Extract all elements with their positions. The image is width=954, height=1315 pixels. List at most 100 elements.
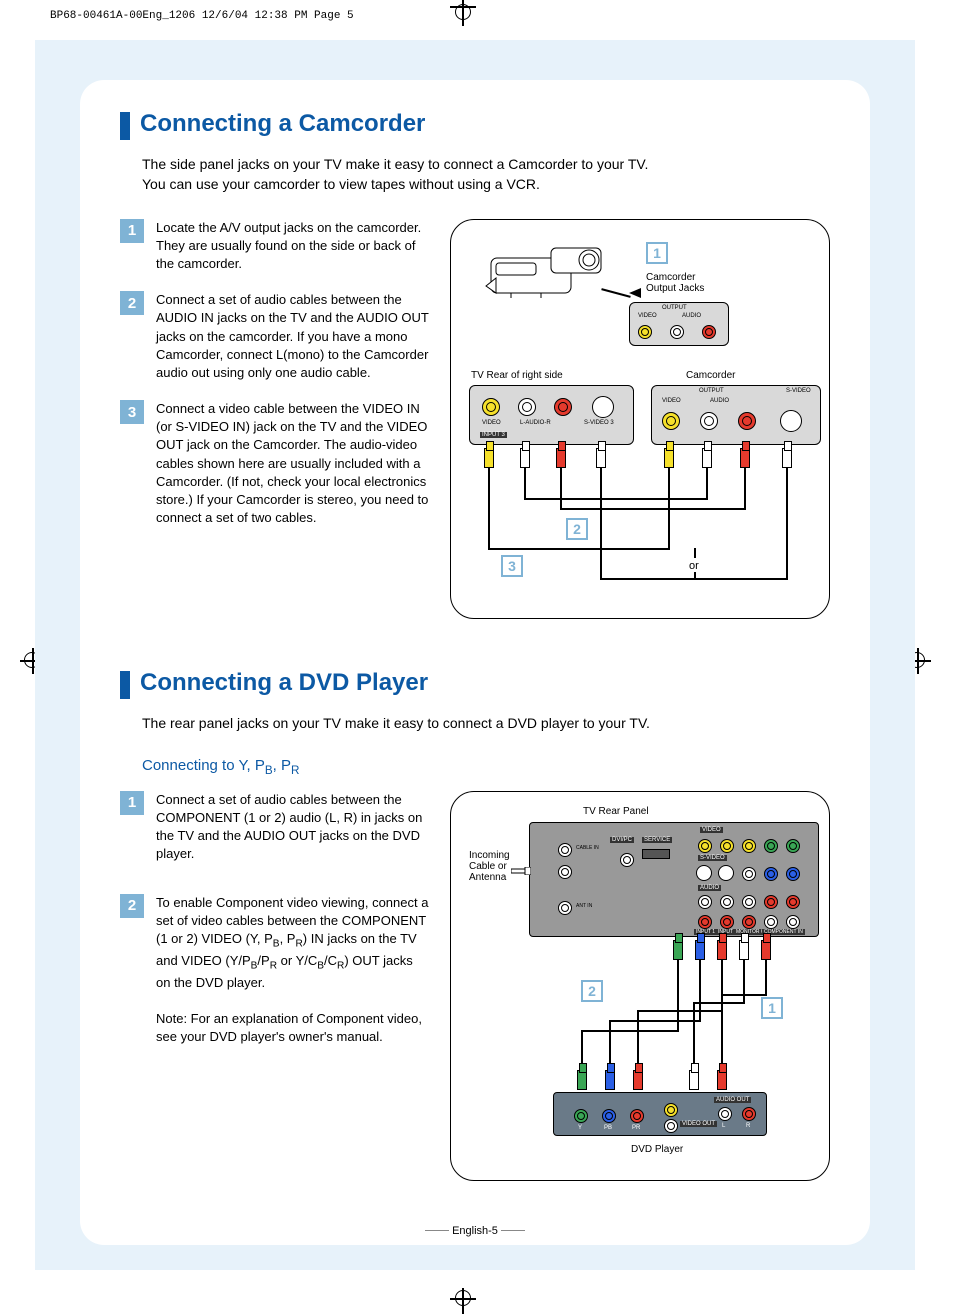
jack-y-out [574,1109,588,1123]
jack-y [764,839,778,853]
plug-red [717,940,727,960]
plug-green [577,1070,587,1090]
tv-rear-panel: CABLE IN ANT IN DVI/PC SERVICE VIDEO [529,822,819,937]
wire [693,1002,695,1070]
cable-stub-icon [511,862,531,870]
jack-pr [764,895,778,909]
jack-pb-out [602,1109,616,1123]
diagram-column: TV Rear Panel Incoming Cable or Antenna … [450,791,830,1181]
page-number: English-5 [452,1225,498,1237]
section-intro: The rear panel jacks on your TV make it … [142,713,830,733]
label-ant-in: ANT IN [574,903,594,909]
jack-pb [786,867,800,881]
plug-red [717,1070,727,1090]
label-audio-out: AUDIO OUT [714,1097,751,1103]
label-svideo3: S-VIDEO 3 [582,420,616,426]
plug-red [761,940,771,960]
jack [698,895,712,909]
wire [706,468,708,498]
jack-audio-white [670,325,684,339]
section-subtitle: Connecting to Y, PB, PR [142,757,830,777]
section-title-row: Connecting a Camcorder [120,110,830,140]
label-y: Y [576,1125,584,1131]
content-panel: Connecting a Camcorder The side panel ja… [80,80,870,1245]
step-text: Connect a set of audio cables between th… [156,291,430,382]
jack-audio-red [702,325,716,339]
step-number-badge: 1 [120,219,144,243]
tv-side-panel: VIDEO L-AUDIO-R S-VIDEO 3 INPUT 3 [469,385,634,445]
two-column-layout: 1 Locate the A/V output jacks on the cam… [120,219,830,619]
wire [581,1030,679,1032]
jack-dvi [620,853,634,867]
jack-cable-in [558,843,572,857]
jack [742,895,756,909]
wire [786,468,788,578]
jack [786,915,800,929]
label-video: VIDEO [700,827,723,833]
label-laudio: L-AUDIO-R [518,420,553,426]
plug-svideo [782,448,792,468]
wire [693,1002,745,1004]
wire [744,468,746,508]
jack [698,839,712,853]
callout-2: 2 [581,980,603,1002]
plug-yellow [484,448,494,468]
wire [488,468,490,548]
label-or: or [689,560,699,572]
label-audio: AUDIO [708,398,731,404]
label-pr: PR [630,1125,642,1131]
wire [609,1020,701,1022]
jack-audio-r-in [554,398,572,416]
label-output: OUTPUT [697,388,726,394]
callout-1: 1 [761,997,783,1019]
two-column-layout: 1 Connect a set of audio cables between … [120,791,830,1181]
dvd-diagram: TV Rear Panel Incoming Cable or Antenna … [450,791,830,1181]
label-l: L [720,1123,727,1129]
plug-red [633,1070,643,1090]
jack [742,915,756,929]
step-2: 2 To enable Component video viewing, con… [120,894,430,1047]
jack-pb [764,867,778,881]
camcorder-output-small-panel: OUTPUT VIDEO AUDIO [629,302,729,346]
title-bar-icon [120,671,130,699]
step-1: 1 Connect a set of audio cables between … [120,791,430,864]
wire [668,468,670,548]
label-pb: PB [602,1125,614,1131]
section-intro: The side panel jacks on your TV make it … [142,154,830,195]
steps-column: 1 Locate the A/V output jacks on the cam… [120,219,430,546]
label-tv-rear: TV Rear Panel [583,806,649,817]
plug-red [740,448,750,468]
step-text: Locate the A/V output jacks on the camco… [156,219,430,274]
plug-green [673,940,683,960]
plug-yellow [664,448,674,468]
jack-ant-in [558,901,572,915]
dvd-player-panel: Y PB PR VIDEO OUT AUDIO OUT L R [553,1092,767,1136]
label-incoming: Incoming Cable or Antenna [469,850,510,883]
jack-video-in [482,398,500,416]
wire [600,468,602,578]
wire [694,548,696,558]
step-number-badge: 3 [120,400,144,424]
step-number-badge: 2 [120,291,144,315]
wire [637,1010,723,1012]
jack-audio-r-out [738,412,756,430]
plug-blue [695,940,705,960]
camcorder-diagram: 1 Camcorder Output Jacks OUTPUT VIDEO AU… [450,219,830,619]
camcorder-icon [481,238,621,308]
label-video: VIDEO [636,313,659,319]
print-meta-header: BP68-00461A-00Eng_1206 12/6/04 12:38 PM … [50,10,354,22]
plug-white [702,448,712,468]
step-text: Connect a video cable between the VIDEO … [156,400,430,527]
jack [698,915,712,929]
svideo-out-jack [780,410,802,432]
jack [720,839,734,853]
jack-video-yellow [638,325,652,339]
footer-rule [501,1230,525,1231]
section-title-row: Connecting a DVD Player [120,669,830,699]
jack [742,839,756,853]
crop-mark [455,1290,471,1306]
label-camcorder: Camcorder [686,370,735,381]
label-tv-side: TV Rear of right side [471,370,563,381]
jack-audio-r-out [742,1107,756,1121]
wire [694,572,696,580]
